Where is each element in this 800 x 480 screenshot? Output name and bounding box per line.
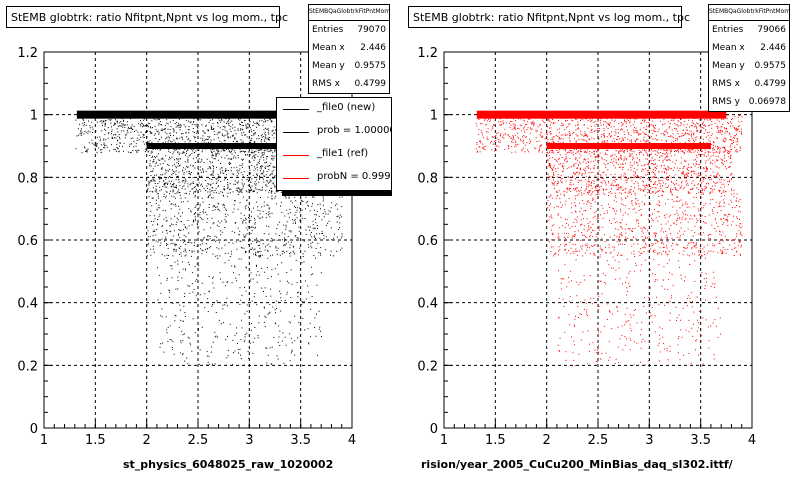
y-tick-label: 0.2	[417, 359, 438, 374]
right-scatter-chart: 1 1.5 2 2.5 3 3.5 4 0 0.2 0.4 0.6 0.8 1 1.2	[417, 46, 756, 448]
left-chart-title: StEMB globtrk: ratio Nfitpnt,Npnt vs log…	[6, 6, 288, 28]
x-tick-label: 3	[645, 433, 653, 448]
legend-item-prob: prob = 1.000000	[277, 121, 391, 144]
left-stats-rmsx: RMS x 0.4799	[312, 79, 386, 89]
x-tick-label: 2.5	[588, 433, 609, 448]
legend-item-probn: probN = 0.999962	[277, 167, 391, 190]
x-tick-label: 2	[543, 433, 551, 448]
y-tick-label: 0.4	[17, 297, 38, 312]
x-tick-label: 2	[143, 433, 151, 448]
legend-shadow	[282, 191, 392, 196]
scatter-points	[75, 110, 343, 366]
y-tick-label: 1	[430, 109, 438, 124]
right-stats-meany: Mean y 0.9575	[712, 61, 786, 71]
y-tick-label: 1.2	[17, 46, 38, 61]
x-tick-label: 3.5	[690, 433, 711, 448]
x-tick-label: 1	[40, 433, 48, 448]
y-tick-label: 1.2	[417, 46, 438, 61]
y-tick-label: 0.4	[417, 297, 438, 312]
left-stats-name: StEMBQaGlobtrkFitPntMomT	[309, 5, 389, 21]
x-tick-label: 2.5	[188, 433, 209, 448]
left-stats-entries: Entries 79070	[312, 25, 386, 35]
x-tick-label: 1	[440, 433, 448, 448]
right-bottom-label: rision/year_2005_CuCu200_MinBias_daq_sl3…	[421, 458, 733, 471]
y-tick-label: 0	[30, 422, 38, 437]
x-tick-label: 1.5	[85, 433, 106, 448]
y-tick-label: 0.8	[417, 171, 438, 186]
y-tick-label: 0.2	[17, 359, 38, 374]
legend-item-file1: _file1 (ref)	[277, 144, 391, 167]
right-stats-name: StEMBQaGlobtrkFitPntMomT	[709, 5, 789, 21]
right-chart-title: StEMB globtrk: ratio Nfitpnt,Npnt vs log…	[408, 6, 690, 28]
y-tick-label: 1	[30, 109, 38, 124]
right-stats-entries: Entries 79066	[712, 25, 786, 35]
x-tick-label: 3	[245, 433, 253, 448]
x-tick-label: 3.5	[290, 433, 311, 448]
right-stats-meanx: Mean x 2.446	[712, 43, 786, 53]
right-stats-rmsx: RMS x 0.4799	[712, 79, 786, 89]
left-stats-box: StEMBQaGlobtrkFitPntMomT Entries 79070 Me…	[308, 4, 390, 94]
dense-band-1	[76, 110, 327, 119]
right-stats-box: StEMBQaGlobtrkFitPntMomT Entries 79066 Me…	[708, 4, 790, 112]
left-bottom-label: st_physics_6048025_raw_1020002	[123, 458, 334, 471]
y-tick-label: 0.8	[17, 171, 38, 186]
legend-item-file0: _file0 (new)	[277, 98, 391, 121]
scatter-points	[475, 110, 743, 367]
dense-band-09	[146, 143, 311, 149]
x-tick-label: 4	[348, 433, 356, 448]
y-tick-label: 0.6	[17, 234, 38, 249]
x-tick-label: 1.5	[485, 433, 506, 448]
y-tick-label: 0	[430, 422, 438, 437]
dense-band-1	[476, 110, 727, 119]
y-tick-label: 0.6	[417, 234, 438, 249]
left-stats-meanx: Mean x 2.446	[312, 43, 386, 53]
legend: _file0 (new) prob = 1.000000 _file1 (ref…	[276, 97, 392, 191]
x-tick-label: 4	[748, 433, 756, 448]
right-stats-rmsy: RMS y 0.06978	[712, 97, 786, 107]
left-stats-meany: Mean y 0.9575	[312, 61, 386, 71]
